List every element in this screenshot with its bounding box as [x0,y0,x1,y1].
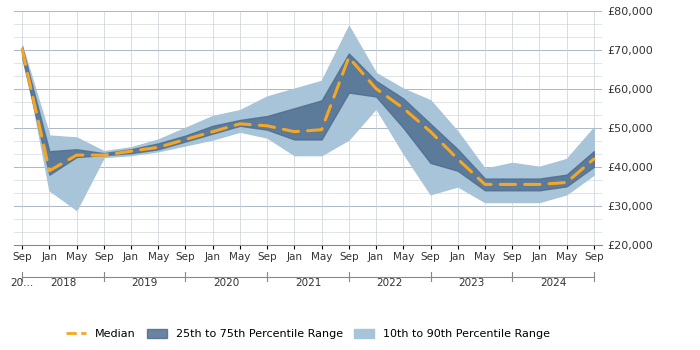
Median [290,130,299,134]
Median [399,106,407,110]
Median [454,157,462,161]
Text: 2022: 2022 [377,278,403,288]
Median [99,153,108,157]
Median [426,130,435,134]
Text: 2019: 2019 [132,278,158,288]
Median [481,182,489,187]
Median [263,124,272,128]
Text: 2024: 2024 [540,278,566,288]
Median [181,137,190,141]
Median [508,182,517,187]
Median [372,86,380,91]
Median [46,169,54,173]
Legend: Median, 25th to 75th Percentile Range, 10th to 90th Percentile Range: Median, 25th to 75th Percentile Range, 1… [63,325,553,343]
Median [344,55,353,60]
Median [317,128,326,132]
Median [18,48,27,52]
Text: 20...: 20... [10,278,34,288]
Median [236,122,244,126]
Text: 2020: 2020 [214,278,239,288]
Median [72,153,80,157]
Median [209,130,217,134]
Text: 2021: 2021 [295,278,321,288]
Median [154,145,162,149]
Text: 2018: 2018 [50,278,76,288]
Median [127,149,135,153]
Median [589,157,598,161]
Text: 2023: 2023 [458,278,484,288]
Median [562,180,570,184]
Line: Median: Median [22,50,594,184]
Median [536,182,544,187]
